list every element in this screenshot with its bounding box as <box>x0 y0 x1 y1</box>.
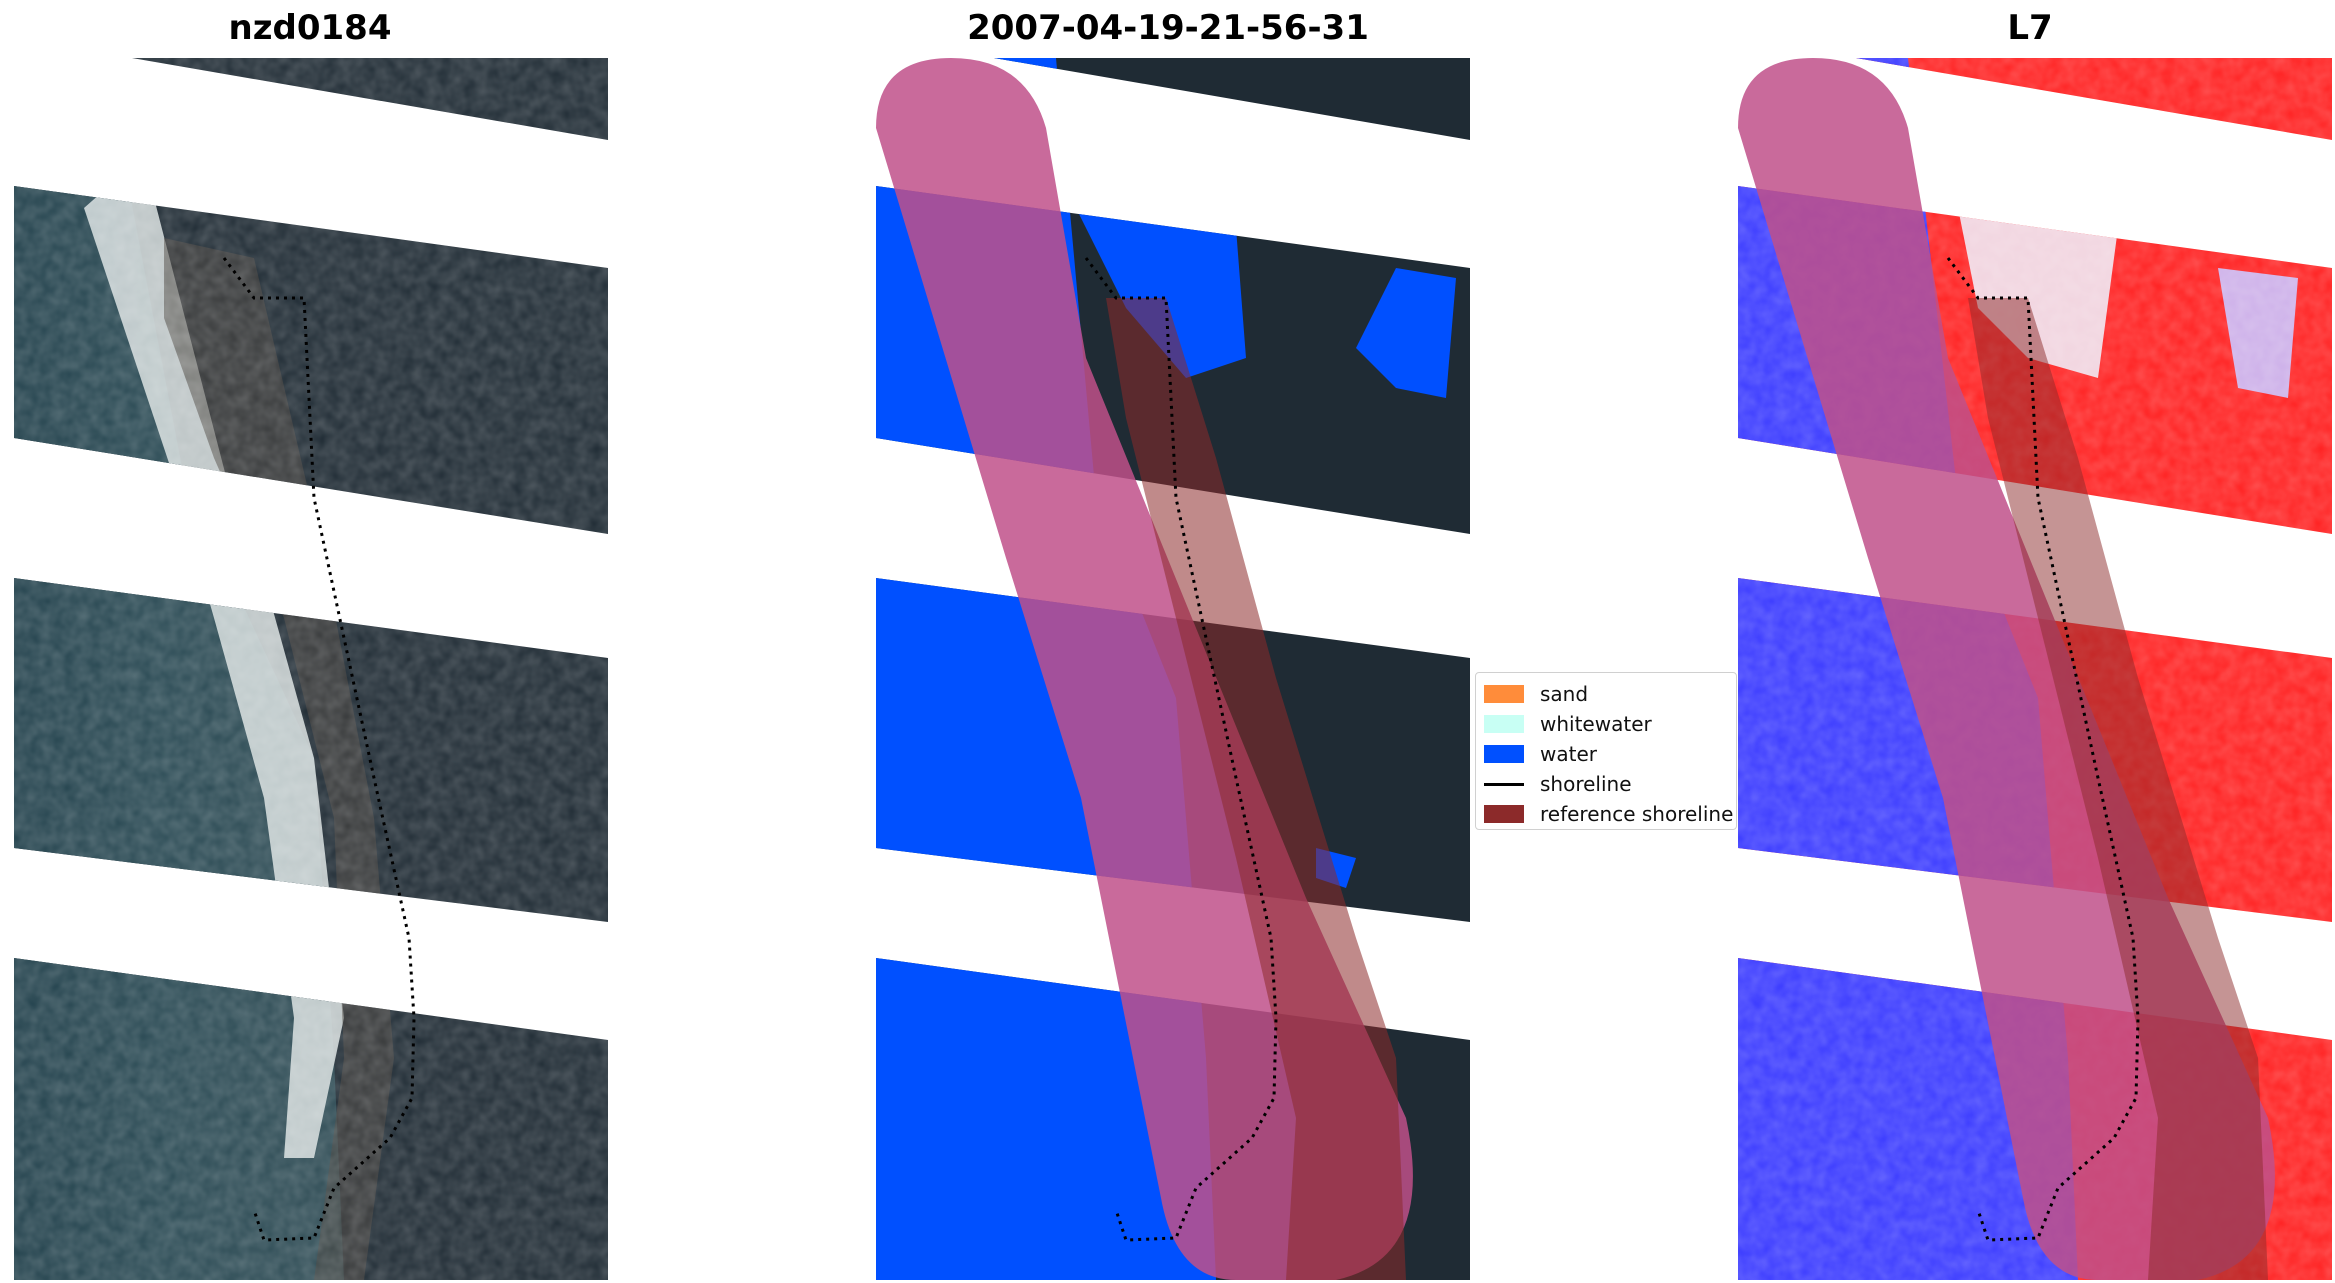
rgb-image <box>14 58 608 1280</box>
rgb-image-panel <box>14 58 608 1280</box>
index-panel <box>1738 58 2332 1280</box>
legend-label-shoreline: shoreline <box>1540 772 1632 796</box>
legend-label-sand: sand <box>1540 682 1589 706</box>
legend-item-sand: sand <box>1484 679 1736 709</box>
legend-item-water: water <box>1484 739 1736 769</box>
legend-line-shoreline <box>1484 782 1524 786</box>
water-class-pond <box>1356 268 1456 398</box>
legend-label-water: water <box>1540 742 1597 766</box>
classification-image <box>876 58 1470 1280</box>
title-right-panel: L7 <box>2007 8 2053 48</box>
legend-label-whitewater: whitewater <box>1540 712 1652 736</box>
legend-swatch-water <box>1484 745 1524 763</box>
legend-item-shoreline: shoreline <box>1484 769 1736 799</box>
legend-label-reference-shoreline: reference shoreline <box>1540 802 1734 826</box>
texture <box>14 58 608 1280</box>
legend-swatch-reference-shoreline <box>1484 805 1524 823</box>
classification-panel <box>876 58 1470 1280</box>
legend-swatch-whitewater <box>1484 715 1524 733</box>
index-image <box>1738 58 2332 1280</box>
legend: sand whitewater water shoreline referenc… <box>1475 672 1737 830</box>
reference-shoreline <box>1968 298 2268 1280</box>
legend-swatch-sand <box>1484 685 1524 703</box>
legend-item-whitewater: whitewater <box>1484 709 1736 739</box>
reference-shoreline <box>1106 298 1406 1280</box>
water-class-lagoon <box>1076 208 1246 378</box>
title-left-panel: nzd0184 <box>228 8 392 48</box>
legend-item-reference-shoreline: reference shoreline <box>1484 799 1736 829</box>
title-center-panel: 2007-04-19-21-56-31 <box>967 8 1369 48</box>
